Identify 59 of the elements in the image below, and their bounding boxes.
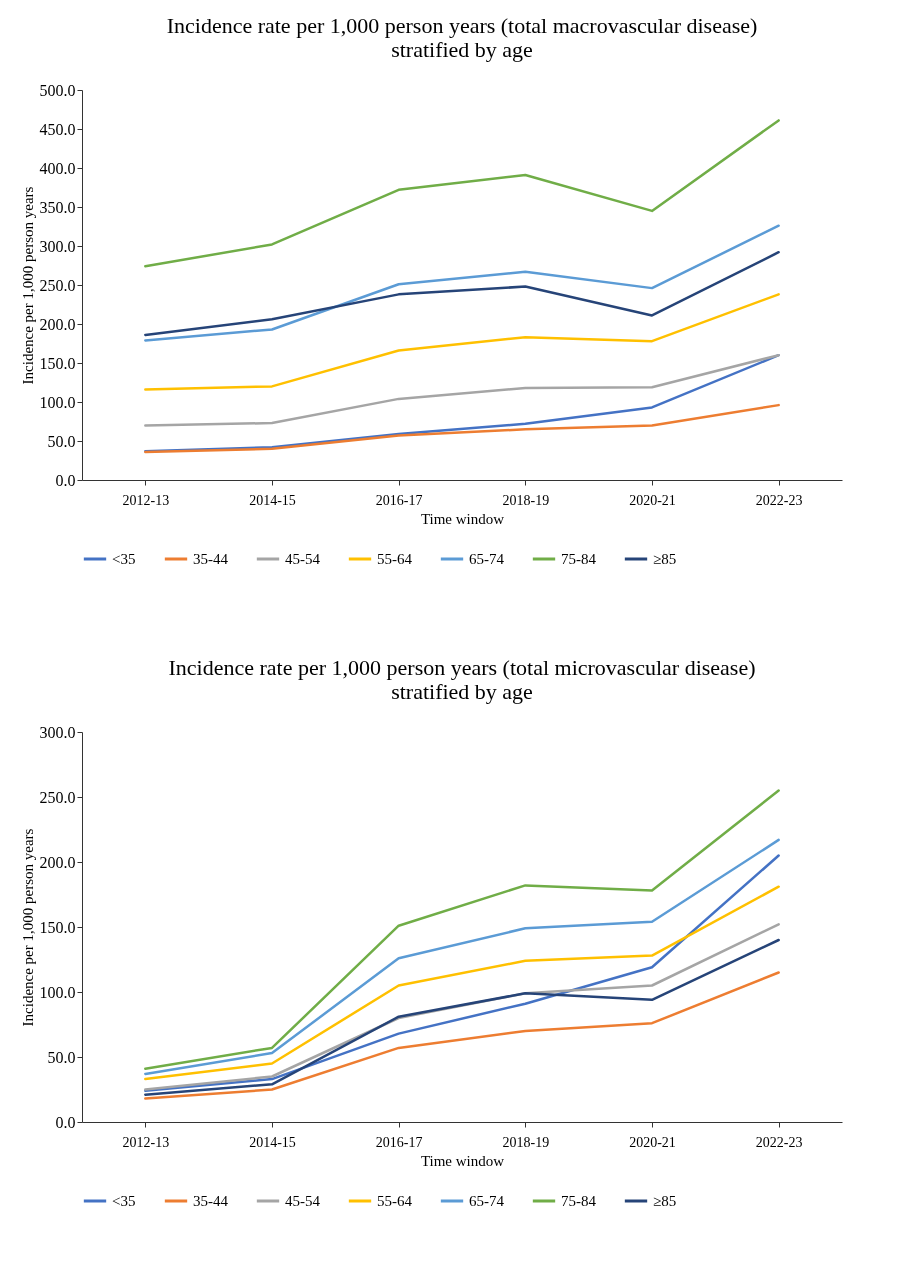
x-tick-label: 2018-19 — [502, 492, 550, 508]
y-tick-label: 100.0 — [39, 393, 76, 411]
y-tick-label: 0.0 — [55, 471, 76, 489]
line-series — [144, 971, 780, 1100]
legend-label: 45-54 — [285, 1193, 321, 1209]
line-series — [144, 250, 780, 337]
x-axis-title: Time window — [420, 1152, 505, 1169]
line-series — [144, 119, 780, 268]
y-tick-label: 250.0 — [39, 788, 76, 806]
legend-label: 75-84 — [561, 1193, 597, 1209]
chart-title: Incidence rate per 1,000 person years (total microvascular disease) stratified by age — [168, 655, 756, 704]
line-series — [144, 403, 780, 454]
legend-label: 65-74 — [469, 551, 505, 567]
y-tick-label: 100.0 — [39, 983, 76, 1001]
y-tick-label: 250.0 — [39, 276, 76, 294]
line-series — [144, 224, 780, 342]
y-axis-title: Incidence per 1,000 person years — [19, 828, 36, 1027]
y-tick-label: 50.0 — [47, 1048, 76, 1066]
legend-label: <35 — [112, 1193, 136, 1209]
legend-label: 35-44 — [193, 1193, 229, 1209]
y-tick-label: 200.0 — [39, 853, 76, 871]
x-tick-label: 2018-19 — [502, 1134, 550, 1150]
x-tick-label: 2022-23 — [755, 1134, 803, 1150]
legend-label: ≥85 — [653, 1193, 677, 1209]
y-tick-label: 150.0 — [39, 918, 76, 936]
legend-label: 35-44 — [193, 551, 229, 567]
y-tick-label: 0.0 — [55, 1113, 76, 1131]
x-tick-label: 2014-15 — [249, 492, 296, 508]
y-axis-title: Incidence per 1,000 person years — [19, 186, 36, 385]
y-tick-label: 400.0 — [39, 159, 76, 177]
y-tick-label: 500.0 — [39, 81, 76, 99]
y-tick-label: 350.0 — [39, 198, 76, 216]
chart-title: Incidence rate per 1,000 person years (total macrovascular disease) stratified by age — [166, 13, 758, 62]
x-tick-label: 2012-13 — [122, 492, 170, 508]
line-series — [144, 885, 780, 1081]
y-tick-label: 300.0 — [39, 237, 76, 255]
legend-label: 55-64 — [377, 1193, 413, 1209]
legend-label: 75-84 — [561, 551, 597, 567]
y-tick-label: 150.0 — [39, 354, 76, 372]
x-tick-label: 2014-15 — [249, 1134, 296, 1150]
line-series — [144, 353, 780, 427]
legend-label: 55-64 — [377, 551, 413, 567]
legend-label: 45-54 — [285, 551, 321, 567]
x-tick-label: 2016-17 — [375, 1134, 423, 1150]
x-axis-title: Time window — [420, 510, 505, 527]
y-tick-label: 450.0 — [39, 120, 76, 138]
x-tick-label: 2020-21 — [629, 1134, 676, 1150]
y-tick-label: 300.0 — [39, 723, 76, 741]
legend-label: 65-74 — [469, 1193, 505, 1209]
x-tick-label: 2022-23 — [755, 492, 803, 508]
legend-label: <35 — [112, 551, 136, 567]
y-tick-label: 50.0 — [47, 432, 76, 450]
x-tick-label: 2012-13 — [122, 1134, 170, 1150]
y-tick-label: 200.0 — [39, 315, 76, 333]
line-series — [144, 293, 780, 391]
x-tick-label: 2020-21 — [629, 492, 676, 508]
legend-label: ≥85 — [653, 551, 677, 567]
line-series — [144, 789, 780, 1070]
x-tick-label: 2016-17 — [375, 492, 423, 508]
